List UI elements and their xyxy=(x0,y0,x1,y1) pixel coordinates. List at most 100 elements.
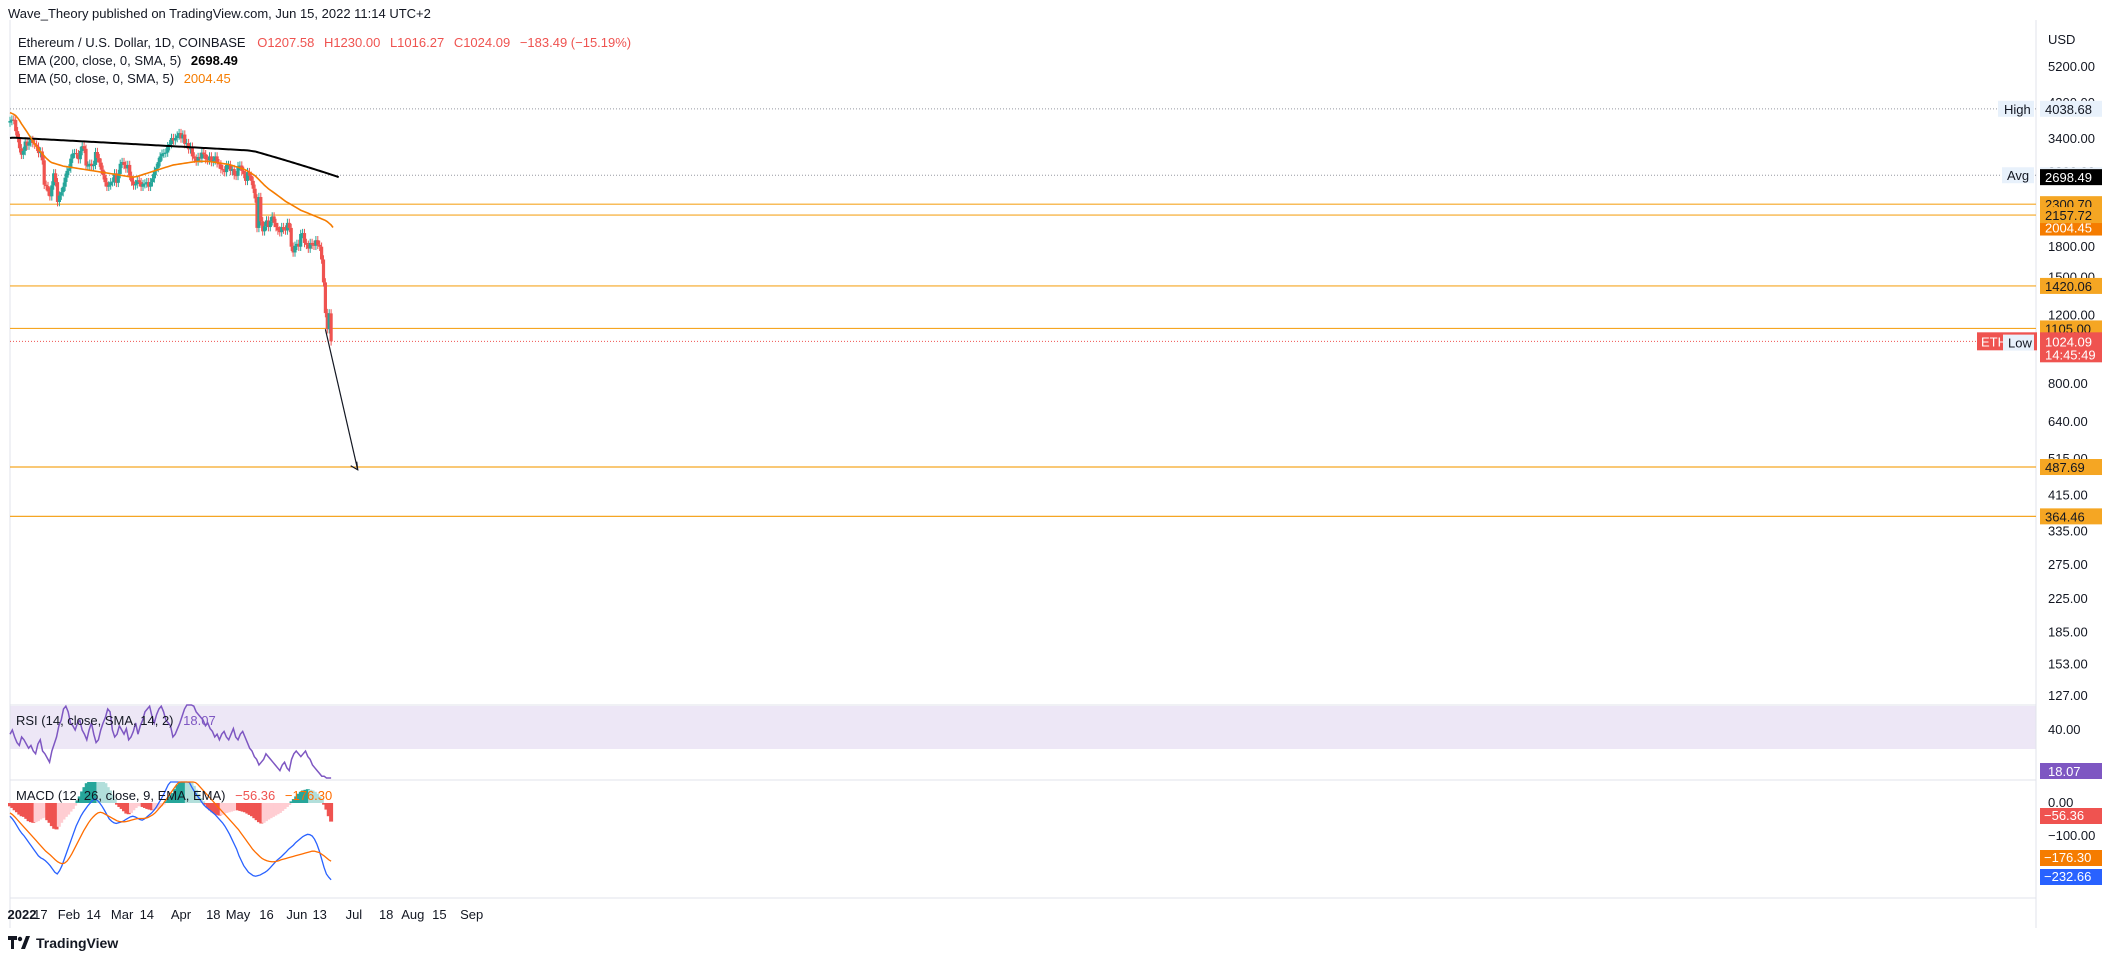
ohlc-change: −183.49 (−15.19%) xyxy=(519,35,632,50)
candle-body xyxy=(42,160,46,185)
macd-histogram-bar xyxy=(112,799,117,803)
macd-histogram-bar xyxy=(70,803,75,809)
candle-body xyxy=(107,185,111,187)
macd-histogram-bar xyxy=(163,801,168,803)
candle-body xyxy=(57,195,61,203)
legend-ema50-row[interactable]: EMA (50, close, 0, SMA, 5) 2004.45 xyxy=(18,70,631,88)
macd-histogram-bar xyxy=(324,803,329,810)
candle-body xyxy=(257,197,261,228)
macd-histogram-bar xyxy=(249,803,254,817)
macd-histogram-bar xyxy=(149,803,154,811)
candle-body xyxy=(25,141,29,146)
candle-body xyxy=(242,170,246,174)
price-tick-label: 1200.00 xyxy=(2048,307,2095,322)
level-tag: 364.46 xyxy=(2045,509,2085,524)
candle-body xyxy=(40,151,44,161)
macd-histogram-bar xyxy=(310,790,315,803)
time-tick-label: 2022 xyxy=(8,907,37,922)
macd-histogram-bar xyxy=(201,801,206,803)
time-tick-label: 17 xyxy=(33,907,47,922)
macd-histogram-bar xyxy=(231,803,236,811)
macd-histogram-bar xyxy=(40,803,45,819)
macd-histogram-bar xyxy=(245,803,250,814)
macd-histogram-bar xyxy=(133,803,138,808)
candle-body xyxy=(308,242,312,249)
candle-body xyxy=(95,152,99,159)
countdown-tag: 14:45:49 xyxy=(2045,347,2096,362)
time-tick-label: 13 xyxy=(312,907,326,922)
avg-label: Avg xyxy=(2007,168,2029,183)
time-tick-label: Sep xyxy=(460,907,483,922)
legend-ema200-row[interactable]: EMA (200, close, 0, SMA, 5) 2698.49 xyxy=(18,52,631,70)
candle-body xyxy=(291,246,295,253)
candle-body xyxy=(141,184,145,187)
macd-histogram-bar xyxy=(277,803,282,813)
candle-body xyxy=(276,227,280,231)
candle-body xyxy=(152,170,156,179)
macd-histogram-bar xyxy=(263,803,268,822)
candle-body xyxy=(297,243,301,247)
candle-body xyxy=(253,188,257,199)
candle-body xyxy=(78,150,82,160)
macd-histogram-bar xyxy=(182,782,187,803)
publisher-header: Wave_Theory published on TradingView.com… xyxy=(8,6,431,21)
candle-body xyxy=(200,152,204,159)
candle-body xyxy=(111,181,115,183)
macd-histogram-bar xyxy=(243,803,248,813)
macd-histogram-bar xyxy=(80,791,85,803)
candle-body xyxy=(14,120,18,132)
candle-body xyxy=(61,186,65,193)
candle-body xyxy=(84,148,88,166)
candle-body xyxy=(312,244,316,246)
candle-body xyxy=(48,191,52,197)
macd-histogram-bar xyxy=(159,803,164,807)
candle-body xyxy=(55,182,60,203)
price-tick-label: 335.00 xyxy=(2048,524,2088,539)
macd-histogram-bar xyxy=(259,803,264,824)
macd-value-2: −176.30 xyxy=(284,788,333,803)
macd-histogram-bar xyxy=(280,803,285,811)
macd-histogram-bar xyxy=(317,796,322,803)
macd-histogram-bar xyxy=(329,803,334,822)
candle-body xyxy=(327,313,331,330)
candle-body xyxy=(99,162,103,170)
candle-body xyxy=(29,139,33,143)
tradingview-logo[interactable]: TradingView xyxy=(8,935,118,951)
candle-body xyxy=(259,197,263,222)
macd-histogram-bar xyxy=(28,803,33,823)
macd-histogram-bar xyxy=(275,803,280,815)
macd-histogram-bar xyxy=(266,803,271,820)
candle-body xyxy=(135,180,139,185)
macd-histogram-bar xyxy=(254,803,259,821)
candle-body xyxy=(316,240,320,245)
macd-histogram-bar xyxy=(135,803,140,807)
macd-histogram-bar xyxy=(12,803,17,811)
macd-histogram-bar xyxy=(301,790,306,803)
macd-histogram-bar xyxy=(298,791,303,803)
candle-body xyxy=(274,222,278,228)
candle-body xyxy=(23,141,27,151)
macd-histogram-bar xyxy=(103,783,108,803)
candle-body xyxy=(282,227,286,230)
candle-body xyxy=(120,162,124,164)
macd-histogram-bar xyxy=(173,789,178,803)
candle-body xyxy=(145,182,149,184)
candle-body xyxy=(164,152,168,154)
candle-body xyxy=(207,156,212,161)
candle-body xyxy=(238,165,242,167)
macd-histogram-bar xyxy=(77,796,82,803)
price-tick-label: 185.00 xyxy=(2048,624,2088,639)
candle-body xyxy=(283,229,288,231)
candle-body xyxy=(321,259,326,283)
candle-body xyxy=(287,222,291,228)
macd-histogram-bar xyxy=(284,803,289,807)
macd-histogram-bar xyxy=(166,799,171,803)
level-tag-bg xyxy=(2040,277,2102,294)
macd-histogram-bar xyxy=(308,789,313,803)
level-tag: 2157.72 xyxy=(2045,208,2092,223)
candle-body xyxy=(50,185,54,197)
candle-body xyxy=(169,137,174,145)
macd-histogram-bar xyxy=(191,785,196,803)
candle-body xyxy=(194,158,198,162)
